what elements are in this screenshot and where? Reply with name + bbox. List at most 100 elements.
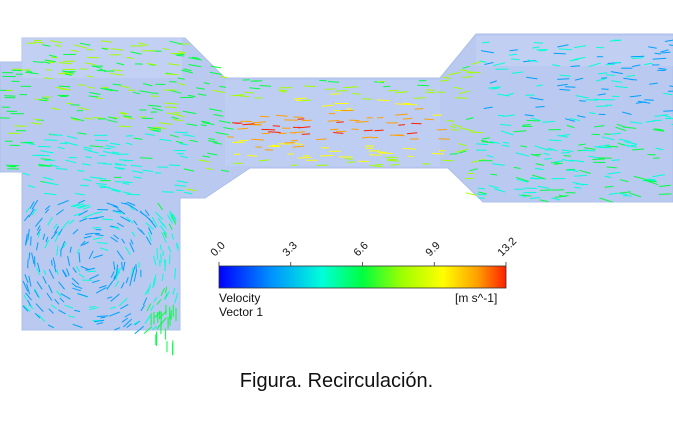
velocity-vector xyxy=(52,257,56,267)
velocity-vector xyxy=(60,241,66,251)
velocity-vector xyxy=(76,248,80,254)
velocity-vector xyxy=(220,169,229,172)
velocity-vector xyxy=(534,145,547,151)
velocity-vector xyxy=(442,76,451,79)
velocity-vector xyxy=(267,145,280,148)
velocity-vector xyxy=(597,144,610,148)
velocity-vector xyxy=(150,305,155,311)
velocity-vector xyxy=(596,78,607,82)
velocity-vector xyxy=(50,231,58,240)
velocity-vector xyxy=(192,56,200,59)
velocity-vector xyxy=(62,71,73,75)
velocity-vector xyxy=(178,51,187,54)
velocity-vector xyxy=(142,169,154,172)
velocity-vector xyxy=(83,148,92,152)
velocity-vector xyxy=(575,95,589,99)
velocity-vector xyxy=(129,242,135,253)
velocity-vector xyxy=(40,150,54,154)
velocity-vector xyxy=(56,245,59,256)
velocity-vector xyxy=(176,180,188,184)
velocity-vector xyxy=(156,248,158,260)
velocity-vector xyxy=(369,154,382,156)
velocity-vector xyxy=(181,69,193,74)
velocity-vector xyxy=(133,137,143,140)
velocity-vector xyxy=(25,292,32,301)
velocity-vector xyxy=(62,269,67,277)
velocity-vector xyxy=(478,197,485,199)
velocity-vector xyxy=(349,119,360,122)
velocity-vector xyxy=(629,192,642,198)
velocity-vector xyxy=(44,208,50,214)
velocity-vector xyxy=(72,203,84,208)
velocity-vector xyxy=(31,199,39,210)
velocity-vector xyxy=(297,157,312,159)
velocity-vector xyxy=(156,324,161,330)
velocity-vector xyxy=(561,149,574,152)
velocity-vector xyxy=(167,245,172,253)
velocity-vector xyxy=(244,91,254,94)
velocity-vector xyxy=(73,212,82,217)
velocity-vector xyxy=(607,171,621,175)
velocity-vector xyxy=(26,283,31,295)
velocity-vector xyxy=(481,141,495,144)
velocity-vector xyxy=(22,280,29,292)
velocity-vector xyxy=(25,207,30,213)
velocity-vector xyxy=(482,137,490,140)
velocity-vector xyxy=(447,71,461,76)
velocity-vector xyxy=(106,119,118,123)
velocity-vector xyxy=(581,149,596,152)
velocity-vector xyxy=(647,178,656,181)
velocity-vector xyxy=(77,293,88,298)
velocity-vector xyxy=(39,99,48,102)
velocity-vector xyxy=(291,139,298,142)
velocity-vector xyxy=(135,264,137,271)
velocity-vector xyxy=(526,76,538,80)
velocity-vector xyxy=(574,77,584,81)
velocity-vector xyxy=(336,121,344,123)
velocity-vector xyxy=(319,79,327,82)
velocity-vector xyxy=(53,265,57,273)
velocity-vector xyxy=(594,125,605,128)
velocity-vector xyxy=(478,191,487,195)
velocity-vector xyxy=(147,231,152,242)
velocity-vector xyxy=(165,286,168,294)
velocity-vector xyxy=(403,102,411,105)
velocity-vector xyxy=(431,152,444,155)
velocity-vector xyxy=(622,144,637,148)
velocity-vector xyxy=(502,141,510,144)
velocity-vector xyxy=(619,192,628,196)
velocity-vector xyxy=(161,232,167,243)
velocity-vector xyxy=(110,236,118,243)
velocity-vector xyxy=(203,82,210,85)
velocity-vector xyxy=(133,320,140,325)
velocity-vector xyxy=(333,132,344,134)
velocity-vector xyxy=(661,51,671,54)
velocity-vector xyxy=(446,120,455,122)
legend-variable-label: Velocity xyxy=(219,291,261,305)
pipe-highlight xyxy=(22,38,182,78)
velocity-vector xyxy=(477,187,485,190)
velocity-vector xyxy=(80,265,90,271)
velocity-vector xyxy=(23,214,30,222)
velocity-vector xyxy=(189,139,198,143)
velocity-vector xyxy=(557,83,568,87)
velocity-vector xyxy=(526,119,540,122)
velocity-vector xyxy=(395,134,405,137)
velocity-vector xyxy=(501,144,510,147)
velocity-vector xyxy=(42,176,54,181)
velocity-vector xyxy=(56,290,62,297)
velocity-vector xyxy=(238,139,248,142)
velocity-vector xyxy=(509,49,518,52)
velocity-vector xyxy=(599,197,614,203)
velocity-vector xyxy=(22,172,31,176)
velocity-vector xyxy=(98,185,107,188)
velocity-vector xyxy=(89,274,100,280)
velocity-vector xyxy=(164,290,170,301)
velocity-vector xyxy=(543,152,550,156)
velocity-vector xyxy=(58,228,63,236)
velocity-vector xyxy=(30,236,32,246)
velocity-vector xyxy=(275,114,288,117)
velocity-vector xyxy=(272,125,281,127)
velocity-vector xyxy=(122,182,130,185)
velocity-vector xyxy=(106,280,114,290)
